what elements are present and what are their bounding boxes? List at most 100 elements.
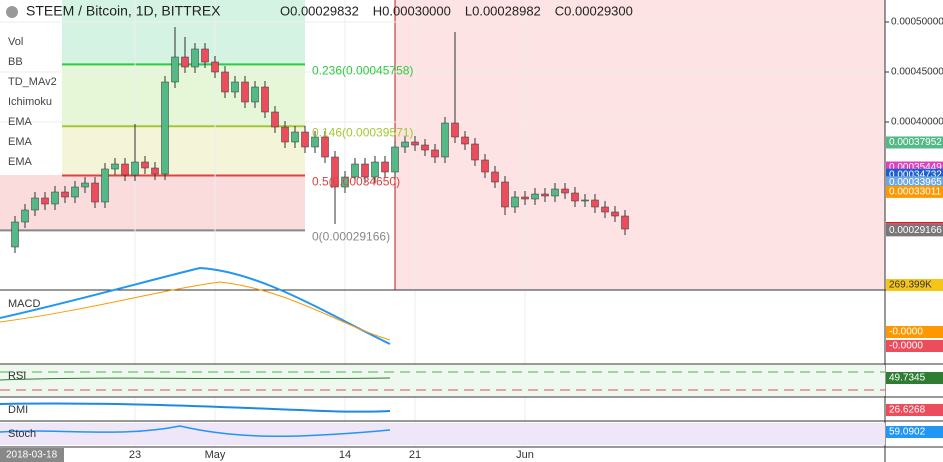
price-badge-label: 0.00029166 [889,225,942,236]
x-tick-label: 23 [129,449,141,461]
candle-body [401,141,409,148]
candle-body [511,196,519,208]
price-badge [886,224,943,237]
y-tick-label: 0.00050000 [891,17,943,28]
candle-body [491,171,499,183]
candle-body [371,161,379,178]
price-badge-label: 0.00035449 [889,162,942,173]
candle-body [11,221,19,248]
x-tick-label: Jun [516,449,534,461]
pane-badge-label: 26.6268 [889,405,926,416]
pane-badge-label: -0.0000 [889,327,923,338]
cursor-date: 2018-03-18 [6,450,58,461]
symbol-icon [6,6,18,18]
candle-body [121,163,129,176]
pane-label: MACD [8,298,40,310]
candle-body [221,71,229,93]
candle-body [261,86,269,113]
volume-badge-label: 269.399K [889,280,932,291]
chart-title: STEEM / Bitcoin, 1D, BITTREX [26,3,221,19]
candle-body [31,197,39,211]
x-tick-label: May [205,449,226,461]
candle-body [321,136,329,158]
candle-body [531,193,539,200]
candle-body [301,131,309,148]
y-tick-label: 0.00045000 [891,67,943,78]
price-badge [886,176,943,189]
fib-label: 0.5(0.00034650) [312,175,400,189]
candle-body [81,182,89,188]
pane-badge [886,340,943,352]
stoch-line [0,425,391,438]
candle-body [61,191,69,198]
fib-label: 0.236(0.00045758) [312,64,413,78]
candle-body [621,215,629,230]
candle-body [571,192,579,202]
indicator-label: EMA [8,116,33,128]
pane-label: RSI [8,370,26,382]
candle-body [501,181,509,208]
candle-body [51,191,59,205]
ohlc-value: C0.00029300 [555,3,633,18]
candle-body [171,56,179,83]
pane-label: DMI [8,404,28,416]
candle-body [91,182,99,203]
candle-body [471,143,479,161]
ohlc-value: H0.00030000 [373,3,451,18]
rsi-band [0,365,885,396]
candle-body [581,199,589,202]
candle-body [381,161,389,173]
price-badge [886,136,943,149]
price-badge [886,185,943,198]
indicator-label: Vol [8,36,23,48]
pane-badge-label: 49.7345 [889,373,926,384]
candle-body [591,199,599,208]
candle-body [311,136,319,148]
pane-badge [886,426,943,438]
price-badge-label: 0.00037952 [889,137,942,148]
pane-badge-label: -0.0000 [889,341,923,352]
candle-body [611,211,619,217]
candle-body [551,188,559,197]
candle-body [201,48,209,63]
labels: STEEM / Bitcoin, 1D, BITTREX O0.00029832 H… [0,3,943,462]
pane-badge [886,404,943,416]
y-tick-label: 0.00040000 [891,117,943,128]
macd-line [0,266,391,345]
candle-body [251,86,259,103]
indicator-label: EMA [8,136,33,148]
pane-badge [886,326,943,338]
candle-body [541,193,549,197]
candle-body [41,197,49,205]
indicator-label: BB [8,56,23,68]
cursor-date-box [0,448,64,462]
fib-label: 0(0.00029166) [312,230,390,244]
candle-body [111,163,119,170]
signal-line [0,281,391,341]
candle-body [391,146,399,173]
x-tick-label: 21 [409,449,421,461]
candle-body [71,186,79,198]
shaded-zone [395,0,885,290]
candle-body [141,161,149,169]
rsi-line [0,377,391,381]
candle-body [601,206,609,213]
candle-body [521,196,529,200]
fib-zone [62,0,305,66]
candle-body [131,161,139,176]
candle-body [231,81,239,93]
candle-body [351,163,359,178]
candle-body [271,111,279,128]
candle-body [431,149,439,158]
candles [11,27,629,253]
indicator-label: EMA [8,156,33,168]
pane-badge [886,372,943,384]
candle-body [281,126,289,143]
candle-body [241,81,249,103]
candle-body [451,122,459,138]
candle-body [191,48,199,68]
dmi-line [0,402,391,413]
stoch-band [0,423,885,445]
